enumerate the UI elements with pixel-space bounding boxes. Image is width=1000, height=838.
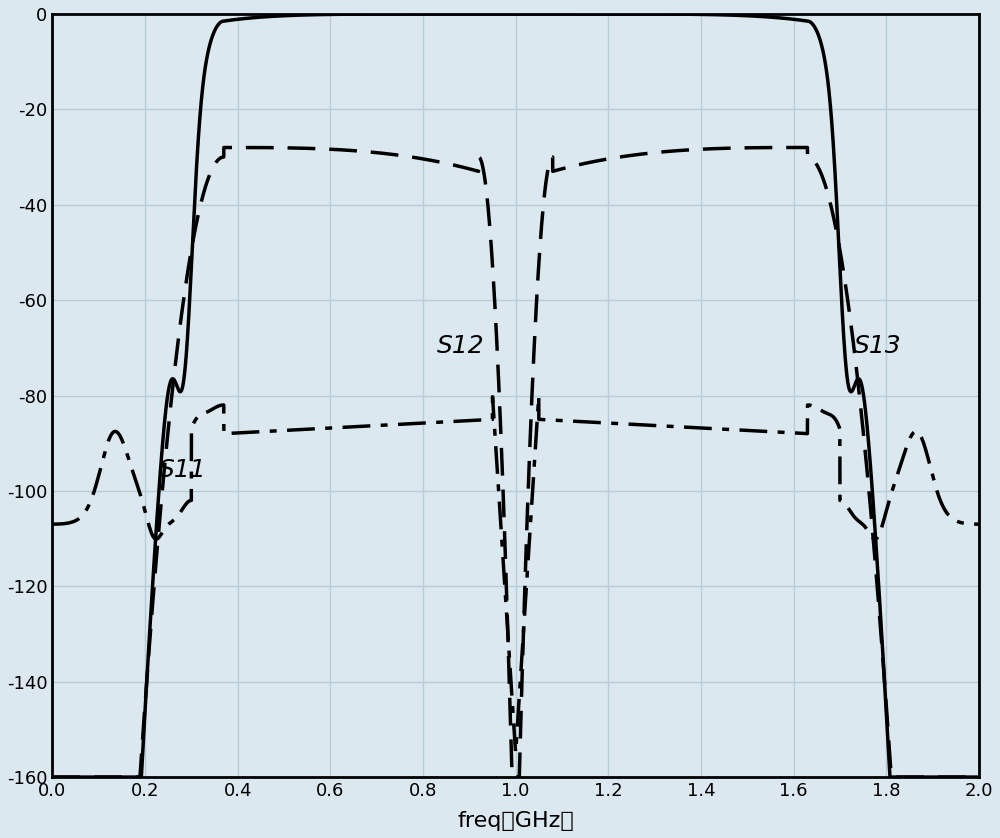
Text: S11: S11 (159, 458, 207, 482)
Text: S12: S12 (437, 334, 485, 358)
Text: S13: S13 (854, 334, 901, 358)
X-axis label: freq（GHz）: freq（GHz） (457, 811, 574, 831)
